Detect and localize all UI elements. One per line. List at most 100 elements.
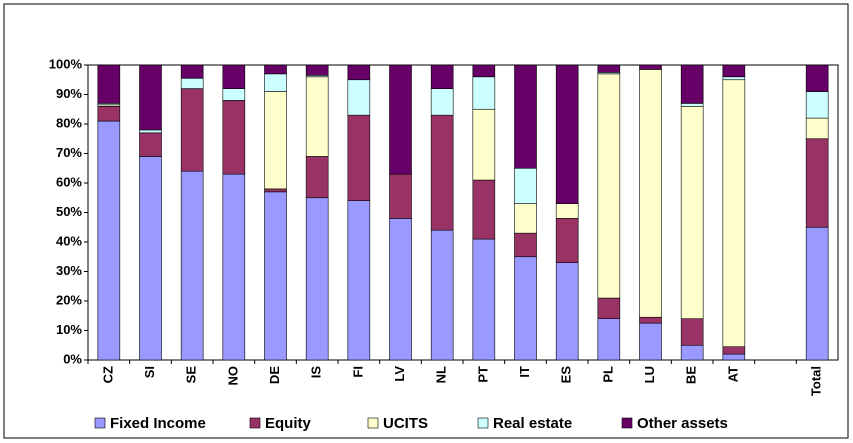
bar-segment [97,64,121,104]
bar-segment [222,100,246,175]
x-tick-label: CZ [100,366,115,383]
bar-segment [722,64,746,78]
y-tick-label: 0% [63,351,82,366]
bar-segment [472,76,496,110]
x-tick-label: PT [475,366,490,383]
bar-segment [347,114,371,202]
bar-segment [639,316,662,324]
y-tick-label: 30% [56,263,82,278]
x-tick-label: BE [684,366,699,384]
bar-segment [680,344,704,361]
chart-border [3,3,849,439]
x-tick-label: NO [225,366,240,386]
bar-segment [680,103,704,107]
legend-swatch [621,417,633,429]
y-tick-label: 60% [56,174,82,189]
bar-segment [597,297,621,319]
y-tick-label: 20% [56,292,82,307]
x-tick-label: SI [142,366,157,378]
bar-segment [347,64,371,81]
bar-segment [722,346,746,355]
bar-segment [389,64,412,175]
bar-segment [139,156,162,361]
legend-label: Fixed Income [110,415,206,432]
bar-segment [472,179,496,240]
bar-segment [264,191,287,361]
bar-segment [139,132,162,157]
bar-segment [805,64,829,92]
legend-label: UCITS [383,415,428,432]
y-tick-label: 10% [56,322,82,337]
bar-segment [639,64,662,70]
y-tick-label: 70% [56,145,82,160]
x-tick-label: NL [434,366,449,383]
x-tick-label: Total [809,366,824,396]
bar-segment [347,200,371,361]
bar-segment [639,322,662,361]
bar-segment [305,76,329,157]
bar-segment [347,79,371,116]
bar-segment [139,64,162,131]
bar-segment [805,117,829,140]
bar-segment [389,173,412,219]
bar-segment [97,120,121,361]
x-tick-label: DE [267,366,282,384]
bar-segment [180,77,204,89]
x-tick-label: LV [392,366,407,382]
bar-segment [639,69,662,318]
bar-segment [430,229,454,361]
x-tick-label: IT [517,366,532,378]
bar-segment [430,88,454,116]
x-tick-label: LU [642,366,657,383]
bar-segment [514,64,537,169]
legend-label: Equity [265,415,311,432]
bar-segment [222,173,246,361]
legend-swatch [477,417,489,429]
legend-swatch [249,417,261,429]
bar-segment [264,91,287,190]
bar-segment [264,188,287,193]
bar-segment [514,203,537,234]
bar-segment [680,106,704,319]
bar-segment [180,88,204,172]
bar-segment [139,129,162,134]
x-tick-label: ES [559,366,574,384]
bar-segment [305,156,329,199]
x-tick-label: PL [600,366,615,383]
legend-swatch [94,417,106,429]
bar-segment [305,64,329,76]
x-tick-label: FI [350,366,365,378]
bar-segment [555,218,579,263]
bar-segment [222,88,246,101]
bar-segment [264,64,287,75]
x-tick-label: AT [725,366,740,382]
bar-segment [472,64,496,78]
bar-segment [514,256,537,361]
bar-segment [472,108,496,181]
legend-label: Real estate [493,415,572,432]
x-tick-label: IS [309,366,324,379]
bar-segment [597,64,621,73]
bar-segment [805,226,829,361]
bar-segment [680,318,704,346]
bar-segment [597,73,621,299]
y-tick-label: 90% [56,86,82,101]
y-tick-label: 50% [56,204,82,219]
bar-segment [180,64,204,79]
bar-segment [264,73,287,92]
bar-segment [180,170,204,361]
x-tick-label: SE [184,366,199,384]
y-tick-label: 100% [49,56,83,71]
bar-segment [722,353,746,361]
y-tick-label: 40% [56,233,82,248]
bar-segment [222,64,246,89]
bar-segment [430,114,454,231]
bar-segment [472,238,496,361]
bar-segment [722,76,746,81]
bar-segment [555,64,579,204]
bar-segment [722,79,746,348]
bar-segment [305,197,329,361]
bar-segment [805,138,829,228]
